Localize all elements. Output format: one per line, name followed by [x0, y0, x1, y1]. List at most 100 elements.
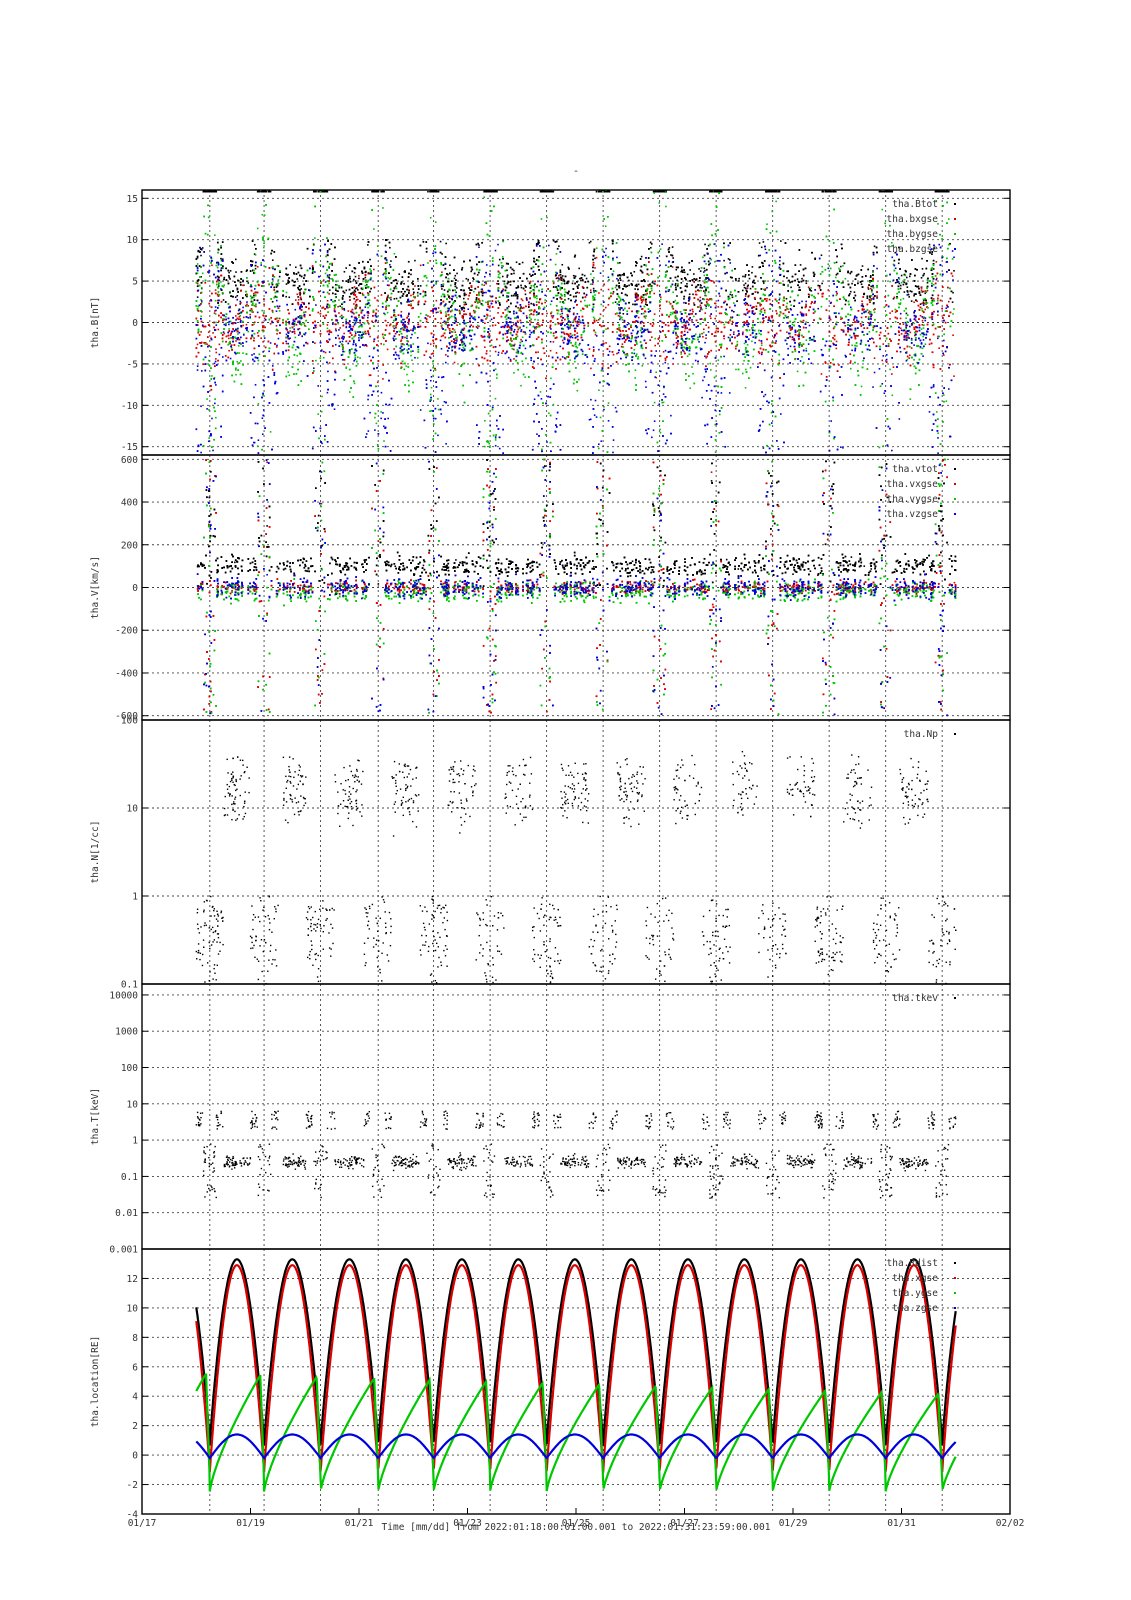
data-point [515, 305, 517, 308]
data-point [747, 295, 750, 298]
data-point [902, 323, 905, 325]
data-point [342, 290, 345, 293]
data-point [196, 256, 199, 259]
data-point [751, 266, 754, 268]
data-point [856, 321, 858, 323]
data-point [200, 341, 203, 344]
data-point [805, 303, 807, 306]
data-point [334, 283, 337, 286]
data-point [840, 318, 842, 320]
data-point [840, 243, 843, 246]
data-point [217, 285, 220, 287]
data-point [492, 190, 495, 193]
data-point [212, 332, 214, 334]
data-point [794, 279, 796, 282]
data-point [215, 351, 218, 354]
data-point [925, 267, 928, 270]
data-point [849, 272, 852, 275]
data-point [805, 313, 807, 315]
data-point [782, 262, 785, 265]
data-point [469, 289, 472, 291]
data-point [882, 343, 885, 345]
data-point [648, 248, 650, 250]
data-point [798, 249, 801, 251]
data-point [889, 312, 891, 314]
data-point [910, 290, 913, 293]
data-point [581, 273, 584, 276]
data-point [200, 310, 203, 313]
data-point [465, 277, 468, 280]
data-point [573, 255, 576, 258]
data-point [462, 297, 465, 300]
data-point [906, 324, 909, 327]
data-point [470, 289, 473, 291]
data-point [394, 285, 397, 288]
data-point [214, 289, 217, 291]
data-point [245, 294, 247, 296]
data-point [568, 268, 570, 270]
data-point [741, 289, 744, 292]
data-point [688, 293, 691, 296]
data-point [395, 297, 398, 300]
data-point [917, 285, 920, 288]
data-point [813, 273, 816, 276]
data-point [522, 272, 525, 275]
data-point [328, 293, 330, 295]
data-point [253, 299, 256, 301]
data-point [350, 292, 352, 295]
data-point [699, 308, 702, 311]
data-point [253, 243, 256, 246]
data-point [918, 287, 920, 290]
data-point [341, 298, 344, 300]
data-point [796, 278, 799, 280]
data-point [358, 284, 360, 287]
data-point [299, 264, 302, 267]
data-point [232, 295, 234, 298]
data-point [938, 347, 941, 349]
data-point [641, 300, 644, 303]
data-point [392, 290, 395, 292]
figure-title: - [573, 166, 579, 177]
data-point [546, 312, 548, 315]
data-point [237, 318, 240, 321]
data-point [635, 264, 637, 267]
data-point [839, 270, 841, 273]
data-point [530, 267, 533, 270]
data-point [671, 246, 674, 248]
data-point [502, 257, 504, 260]
data-point [361, 270, 363, 273]
data-point [634, 321, 636, 323]
data-point [202, 190, 205, 193]
data-point [666, 270, 668, 273]
data-point [693, 304, 696, 306]
data-point [386, 299, 388, 301]
data-point [423, 303, 426, 306]
data-point [794, 273, 797, 276]
data-point [789, 308, 792, 310]
data-point [362, 278, 365, 280]
data-point [242, 279, 244, 282]
data-point [675, 341, 678, 344]
data-point [406, 301, 408, 303]
data-point [677, 266, 679, 269]
data-point [762, 319, 765, 322]
data-point [905, 331, 908, 334]
data-point [513, 343, 516, 346]
data-point [675, 331, 677, 334]
data-point [872, 302, 875, 305]
data-point [699, 277, 701, 279]
data-point [622, 312, 625, 315]
data-point [559, 271, 562, 273]
data-point [670, 265, 672, 267]
data-point [919, 314, 922, 317]
data-point [218, 343, 221, 346]
data-point [477, 242, 480, 245]
data-point [485, 190, 487, 193]
data-point [476, 263, 478, 266]
panel-1: -15-10-5051015tha.B[nT]tha.Btottha.bxgse… [90, 189, 1011, 456]
data-point [477, 271, 480, 274]
data-point [434, 190, 436, 193]
data-point [686, 321, 689, 324]
data-point [410, 300, 412, 303]
